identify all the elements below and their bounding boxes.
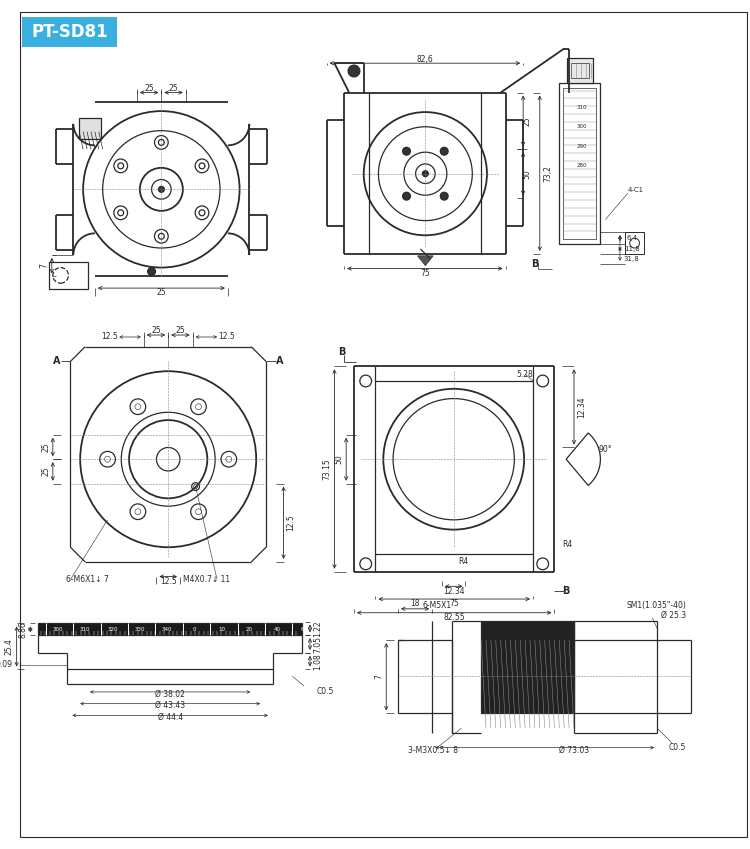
Bar [22, 17, 117, 47]
Bar [567, 59, 592, 82]
Circle shape [158, 187, 164, 192]
Text: 280: 280 [577, 163, 587, 168]
Text: 6-M5X1: 6-M5X1 [422, 601, 451, 610]
Bar [38, 623, 302, 635]
Text: 12.34: 12.34 [578, 396, 586, 418]
Bar [571, 63, 589, 78]
Text: 31,8: 31,8 [624, 256, 640, 261]
Circle shape [422, 171, 428, 177]
Text: 300: 300 [577, 124, 587, 129]
Circle shape [440, 192, 448, 200]
Text: 25: 25 [176, 326, 185, 335]
Text: 50: 50 [334, 454, 344, 464]
Text: 8.86: 8.86 [18, 621, 27, 638]
Text: 25: 25 [41, 467, 50, 476]
Text: C0.5: C0.5 [669, 743, 686, 752]
Text: SM1(1.035"-40): SM1(1.035"-40) [626, 601, 686, 610]
Bar [563, 87, 596, 239]
Text: 25: 25 [41, 442, 50, 452]
Text: 340: 340 [162, 627, 172, 632]
Text: 12.5: 12.5 [101, 333, 118, 341]
Text: 300: 300 [53, 627, 63, 632]
Text: 310: 310 [577, 104, 587, 110]
Text: 290: 290 [577, 143, 587, 149]
Circle shape [148, 267, 155, 275]
Text: Ø 25.3: Ø 25.3 [662, 611, 686, 620]
Text: 60: 60 [301, 627, 307, 632]
Text: A: A [276, 357, 284, 367]
Bar [481, 621, 574, 713]
Bar [560, 82, 601, 245]
Text: 25: 25 [157, 289, 166, 297]
Text: 330: 330 [134, 627, 145, 632]
Text: Ø 38.02: Ø 38.02 [155, 689, 185, 699]
Text: 0: 0 [193, 627, 196, 632]
Text: Ø 44.4: Ø 44.4 [158, 713, 183, 722]
Text: 3-M3X0.5↓ 8: 3-M3X0.5↓ 8 [408, 746, 458, 755]
Text: 7.05: 7.05 [314, 636, 322, 653]
Text: 12.5: 12.5 [160, 577, 176, 586]
Text: A: A [53, 357, 61, 367]
Text: 12.5: 12.5 [286, 514, 295, 531]
Circle shape [348, 65, 360, 77]
Text: 25.4: 25.4 [4, 638, 13, 655]
Circle shape [403, 148, 410, 155]
Text: 25: 25 [152, 326, 160, 335]
Text: 73,2: 73,2 [543, 165, 552, 182]
Text: 7: 7 [374, 674, 383, 679]
Text: 310: 310 [80, 627, 90, 632]
Text: 1.22: 1.22 [314, 620, 322, 637]
Text: 11,8: 11,8 [624, 246, 640, 252]
Text: 1.08: 1.08 [314, 653, 322, 670]
Text: 6-M6X1↓ 7: 6-M6X1↓ 7 [65, 575, 108, 584]
Text: 12.5: 12.5 [218, 333, 236, 341]
Text: 50: 50 [523, 169, 532, 178]
Text: 73.15: 73.15 [322, 458, 331, 480]
Text: 82.55: 82.55 [443, 613, 465, 622]
Text: 10: 10 [218, 627, 226, 632]
Text: Ø 43.43: Ø 43.43 [155, 701, 185, 710]
Text: 6,4: 6,4 [626, 235, 638, 241]
Bar [80, 118, 100, 139]
Text: 90°: 90° [598, 445, 612, 454]
Text: 40: 40 [273, 627, 280, 632]
Text: 5.28: 5.28 [517, 369, 533, 379]
Text: 4-C1: 4-C1 [628, 188, 644, 194]
Text: 75: 75 [420, 269, 430, 278]
Text: 25: 25 [144, 84, 154, 93]
Bar [625, 233, 644, 254]
Text: B: B [531, 259, 538, 268]
Text: 320: 320 [107, 627, 118, 632]
Text: R4: R4 [562, 540, 572, 548]
Bar [49, 261, 88, 289]
Text: 82,6: 82,6 [416, 55, 434, 64]
Text: R4: R4 [458, 558, 469, 566]
Text: 20: 20 [246, 627, 253, 632]
Text: M4X0.7↓ 11: M4X0.7↓ 11 [183, 575, 230, 584]
Text: 7: 7 [40, 263, 49, 268]
Circle shape [440, 148, 448, 155]
Text: C0.5: C0.5 [316, 688, 334, 696]
Text: B: B [562, 586, 570, 596]
Text: Ø 73.03: Ø 73.03 [559, 746, 589, 755]
Text: PT-SD81: PT-SD81 [31, 23, 108, 41]
Text: 12.34: 12.34 [443, 587, 464, 596]
Circle shape [403, 192, 410, 200]
Text: 18: 18 [410, 599, 420, 609]
Text: 75: 75 [449, 599, 459, 609]
Text: 25: 25 [523, 116, 532, 126]
Text: 25: 25 [169, 84, 178, 93]
Text: 0.09: 0.09 [0, 660, 13, 669]
Text: B: B [338, 346, 346, 357]
Polygon shape [418, 256, 434, 266]
